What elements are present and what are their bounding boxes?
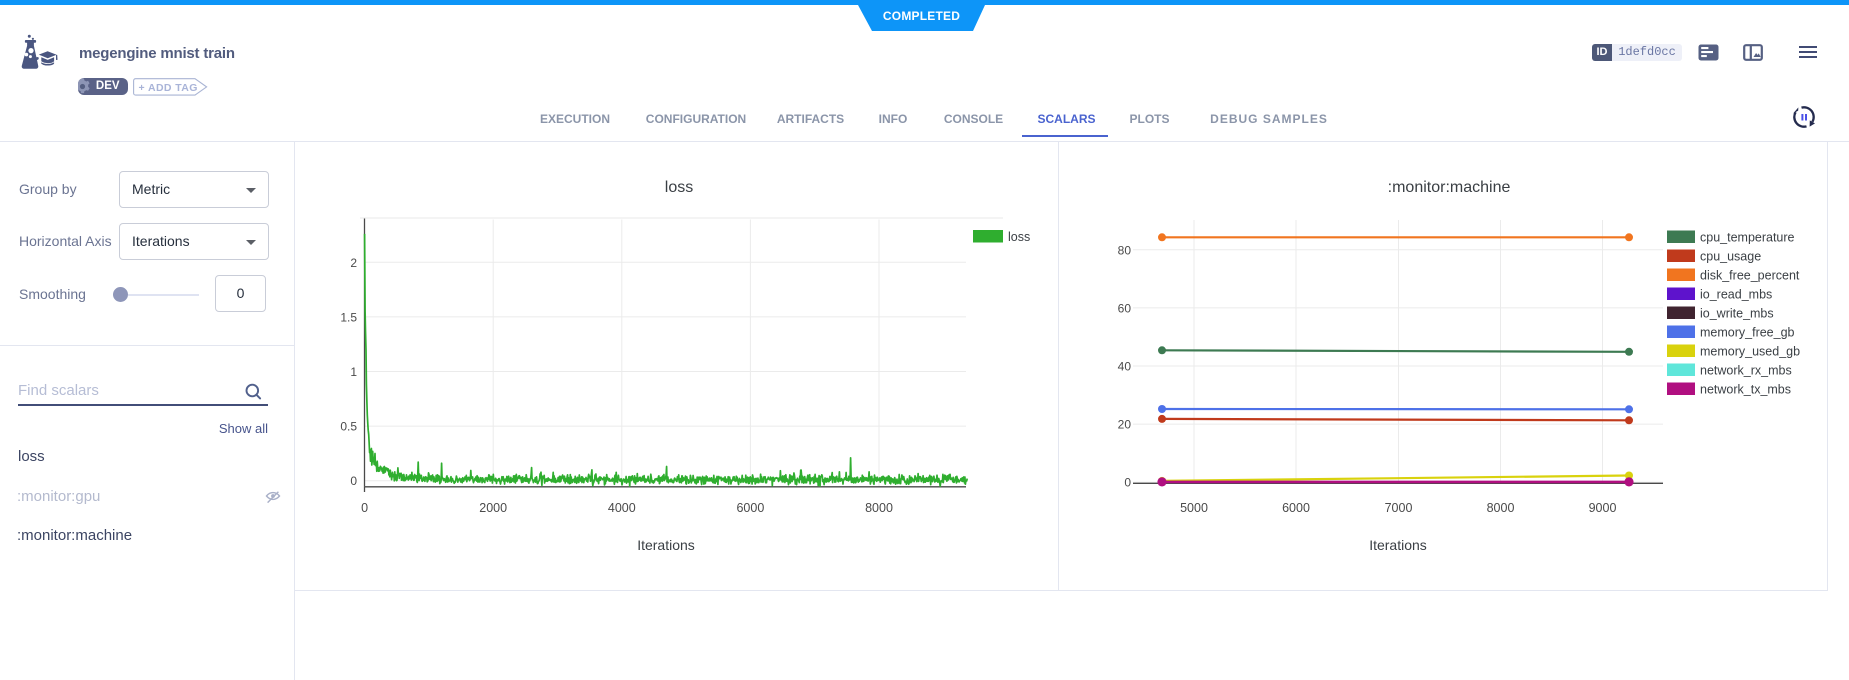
svg-text:Iterations: Iterations [1369,537,1427,553]
svg-text:1: 1 [350,365,357,379]
svg-text:loss: loss [665,179,693,196]
svg-text:80: 80 [1118,243,1132,257]
svg-text:io_write_mbs: io_write_mbs [1700,307,1774,321]
svg-text:Iterations: Iterations [637,537,695,553]
svg-text:6000: 6000 [736,501,764,515]
svg-text:0: 0 [361,501,368,515]
svg-text:cpu_usage: cpu_usage [1700,250,1761,264]
svg-text::monitor:machine: :monitor:machine [1388,179,1511,196]
svg-text:5000: 5000 [1180,501,1208,515]
svg-text:1.5: 1.5 [340,310,357,324]
svg-text:disk_free_percent: disk_free_percent [1700,269,1800,283]
svg-text:9000: 9000 [1589,501,1617,515]
svg-text:0.5: 0.5 [340,420,357,434]
svg-text:network_tx_mbs: network_tx_mbs [1700,383,1791,397]
svg-text:2: 2 [350,256,357,270]
svg-text:8000: 8000 [865,501,893,515]
svg-text:memory_free_gb: memory_free_gb [1700,326,1795,340]
svg-text:network_rx_mbs: network_rx_mbs [1700,364,1792,378]
svg-text:4000: 4000 [608,501,636,515]
svg-text:20: 20 [1118,418,1132,432]
svg-text:0: 0 [350,474,357,488]
svg-text:7000: 7000 [1385,501,1413,515]
svg-text:0: 0 [1124,476,1131,490]
svg-text:60: 60 [1118,301,1132,315]
svg-text:memory_used_gb: memory_used_gb [1700,345,1800,359]
svg-text:+ ADD TAG: + ADD TAG [139,81,198,93]
svg-text:8000: 8000 [1487,501,1515,515]
svg-text:cpu_temperature: cpu_temperature [1700,231,1795,245]
svg-text:io_read_mbs: io_read_mbs [1700,288,1772,302]
svg-text:6000: 6000 [1282,501,1310,515]
svg-text:2000: 2000 [479,501,507,515]
svg-text:loss: loss [1008,230,1030,244]
svg-text:40: 40 [1118,359,1132,373]
